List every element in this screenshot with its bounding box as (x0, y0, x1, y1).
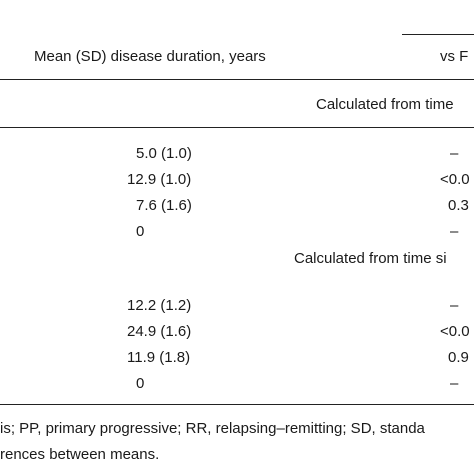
footnote-line: is; PP, primary progressive; RR, relapsi… (0, 420, 425, 437)
row-p: <0.0 (440, 323, 470, 340)
top-rule-partial (402, 34, 474, 35)
row-p: – (450, 145, 459, 162)
row-value: 11.9 (1.8) (127, 349, 191, 366)
header-rule (0, 79, 474, 80)
row-p: 0.9 (448, 349, 469, 366)
row-value: 5.0 (1.0) (136, 145, 192, 162)
row-p: 0.3 (448, 197, 469, 214)
bottom-rule (0, 404, 474, 405)
section-label: Calculated from time si (294, 250, 447, 267)
footnote-line: rences between means. (0, 446, 160, 463)
row-p: – (450, 375, 459, 392)
section-label: Calculated from time (316, 96, 454, 113)
row-value: 0 (136, 375, 145, 392)
row-value: 7.6 (1.6) (136, 197, 192, 214)
row-p: – (450, 223, 459, 240)
row-value: 24.9 (1.6) (127, 323, 192, 340)
row-p: – (450, 297, 459, 314)
row-value: 12.2 (1.2) (127, 297, 192, 314)
row-p: <0.0 (440, 171, 470, 188)
header-duration: Mean (SD) disease duration, years (34, 48, 266, 65)
row-value: 0 (136, 223, 145, 240)
section-rule (0, 127, 474, 128)
row-value: 12.9 (1.0) (127, 171, 192, 188)
header-vs: vs F (440, 48, 469, 65)
